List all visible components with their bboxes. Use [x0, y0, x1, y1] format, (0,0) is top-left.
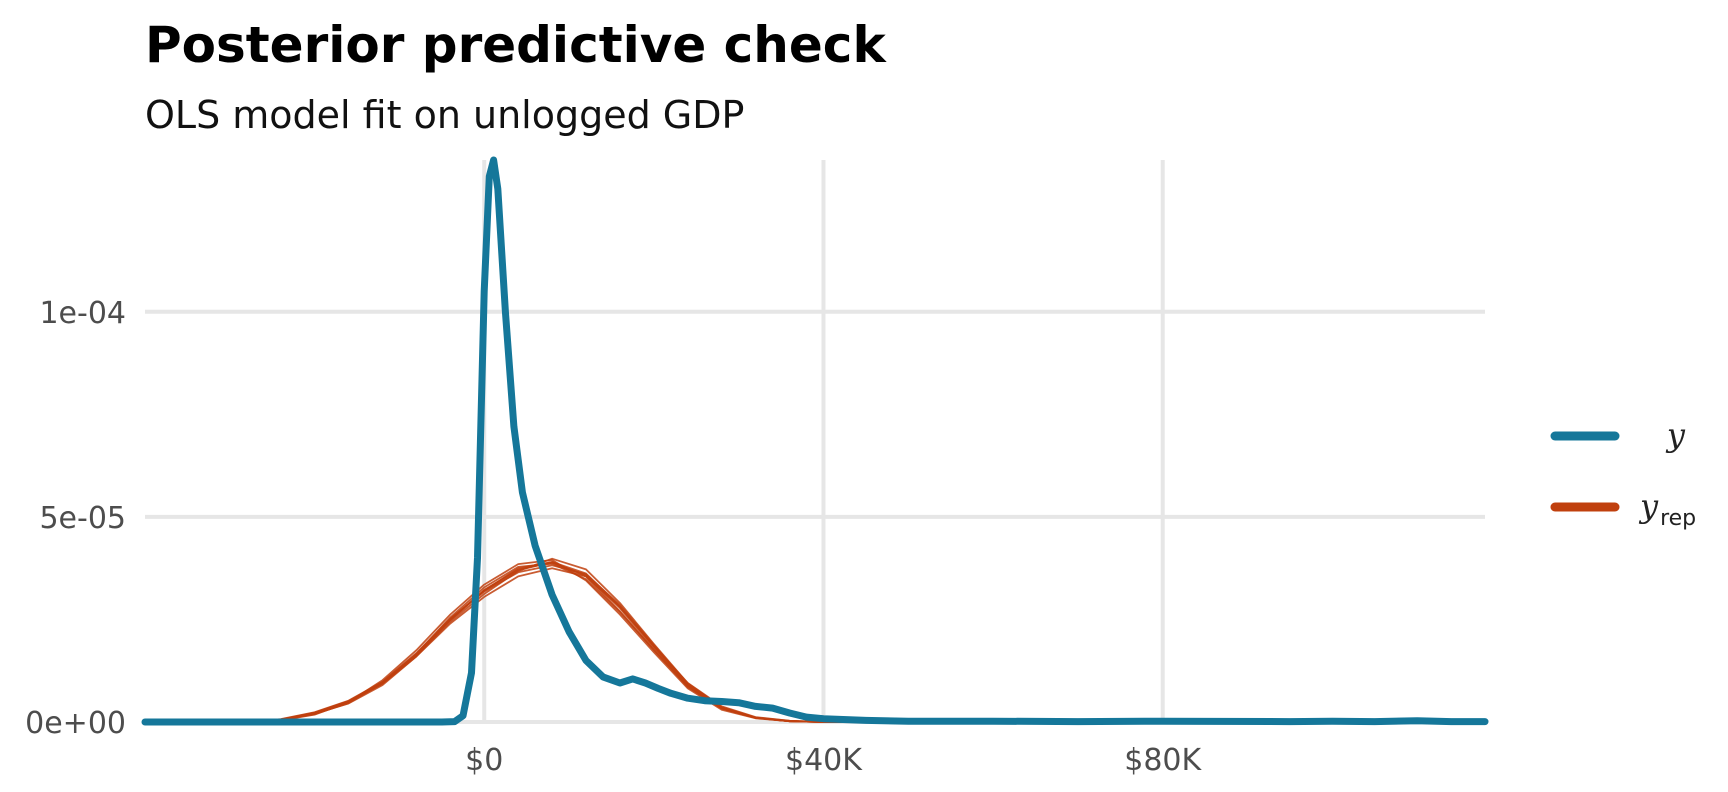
- chart-subtitle: OLS model fit on unlogged GDP: [145, 93, 744, 137]
- y-axis-ticks: 0e+00 5e-05 1e-04: [25, 296, 126, 741]
- series-y-line: [141, 156, 1489, 726]
- x-tick-label: $0: [465, 743, 503, 778]
- series-yrep-line-4: [144, 564, 1486, 723]
- series-yrep-line-2: [144, 567, 1486, 723]
- legend: y yrep: [1550, 416, 1696, 531]
- x-tick-label: $40K: [785, 743, 863, 778]
- y-series-group: [141, 156, 1489, 726]
- y-tick-label: 0e+00: [25, 706, 126, 741]
- x-axis-ticks: $0 $40K $80K: [465, 743, 1202, 778]
- y-tick-label: 1e-04: [39, 296, 126, 331]
- legend-label-y: y: [1665, 416, 1686, 454]
- series-yrep-line-7: [144, 561, 1486, 723]
- legend-label-yrep: yrep: [1638, 487, 1696, 531]
- grid-lines: [145, 160, 1485, 724]
- series-yrep-line-8: [144, 561, 1486, 723]
- chart-title: Posterior predictive check: [145, 16, 887, 74]
- series-yrep-line-6: [144, 562, 1486, 723]
- series-yrep-line-1: [144, 561, 1486, 723]
- series-yrep-line-5: [144, 557, 1486, 723]
- x-tick-label: $80K: [1124, 743, 1202, 778]
- y-tick-label: 5e-05: [39, 501, 126, 536]
- yrep-series-group: [144, 557, 1486, 723]
- series-yrep-line-3: [144, 559, 1486, 723]
